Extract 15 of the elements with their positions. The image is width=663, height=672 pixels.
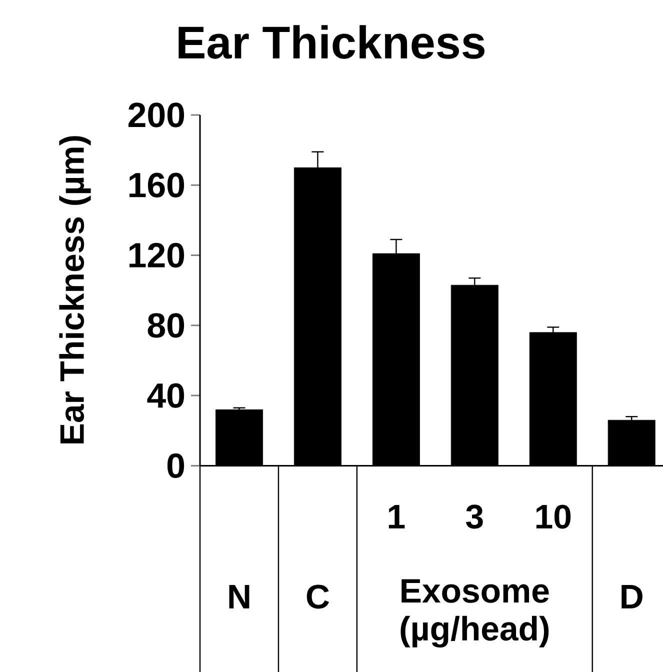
y-tick-label: 80: [148, 313, 184, 338]
y-tick-label: 200: [128, 102, 184, 128]
x-tick-label: C: [306, 584, 330, 609]
text: Exosome (µg/head): [400, 579, 549, 648]
x-tick-label: D: [622, 585, 642, 608]
y-tick-label: 0: [167, 453, 184, 478]
y-tick-label: 160: [130, 172, 184, 198]
x-tick-label: N: [229, 585, 250, 608]
x-tick-label: 10: [536, 504, 571, 529]
y-tick-label: 40: [147, 383, 184, 408]
x-tick-label: 3: [466, 504, 483, 529]
y-tick-label: 120: [130, 242, 184, 268]
x-tick-label: 1: [388, 505, 405, 528]
y-axis-title: Ear Thickness (µm): [59, 136, 91, 444]
chart-title: Ear Thickness: [178, 25, 484, 59]
